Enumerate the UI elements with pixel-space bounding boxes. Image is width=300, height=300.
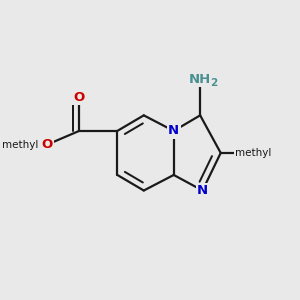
Text: N: N (168, 124, 179, 137)
Text: N: N (197, 184, 208, 197)
Text: methyl: methyl (2, 140, 39, 150)
Text: O: O (41, 138, 52, 151)
Text: NH: NH (189, 73, 211, 86)
Text: methyl: methyl (235, 148, 271, 158)
Text: O: O (74, 91, 85, 103)
Text: 2: 2 (210, 78, 218, 88)
